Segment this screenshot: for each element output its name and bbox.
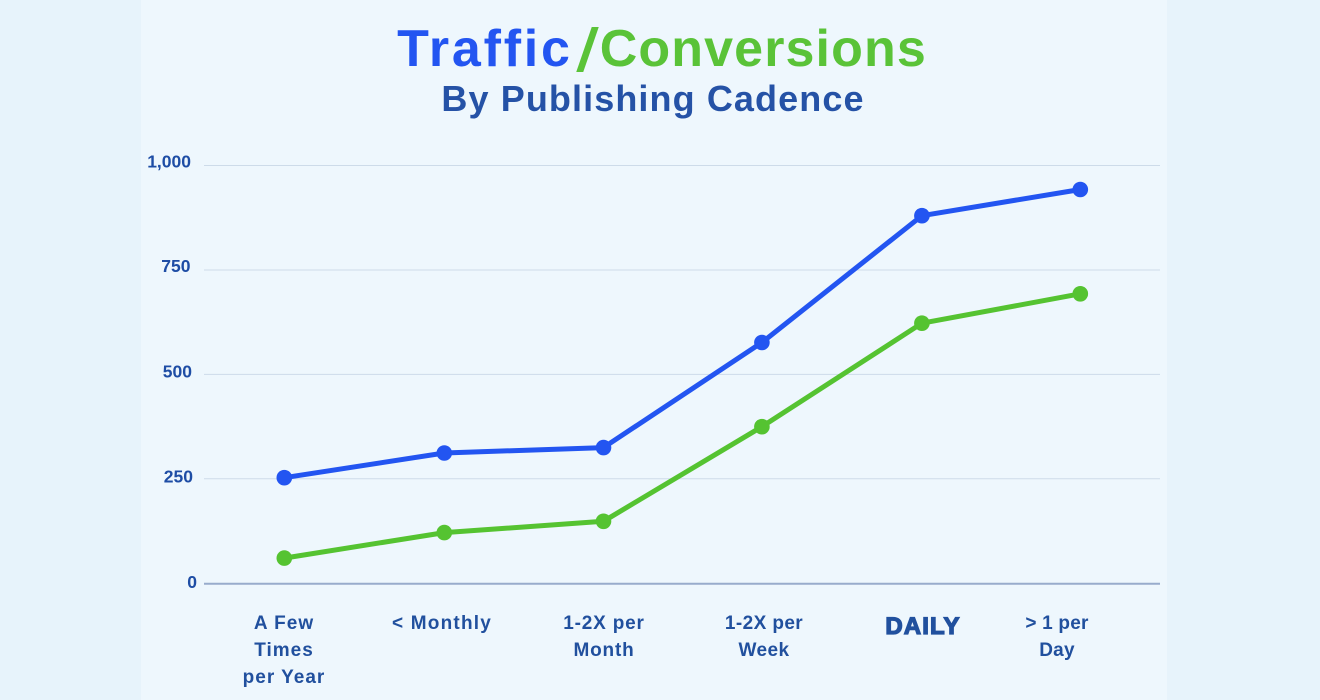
svg-text:750: 750 (161, 256, 190, 276)
svg-text:250: 250 (164, 467, 193, 487)
svg-text:500: 500 (163, 361, 192, 381)
svg-text:1,000: 1,000 (147, 152, 191, 172)
svg-text:0: 0 (187, 572, 197, 592)
